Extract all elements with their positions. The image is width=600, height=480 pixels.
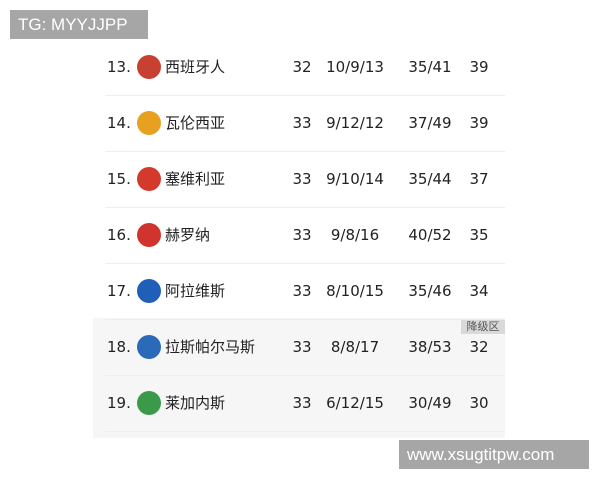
team-name: 赫罗纳: [165, 226, 211, 244]
rank: 15.: [107, 170, 131, 188]
win-draw-loss: 9/12/12: [326, 114, 384, 132]
watermark-top: TG: MYYJJPP: [10, 10, 148, 39]
win-draw-loss: 9/10/14: [326, 170, 384, 188]
win-draw-loss: 9/8/16: [330, 226, 380, 244]
team-name: 阿拉维斯: [165, 282, 226, 300]
team-logo-icon: [137, 391, 161, 415]
win-draw-loss: 6/12/15: [326, 394, 384, 412]
played: 33: [292, 226, 312, 244]
goals: 38/53: [408, 338, 452, 356]
rank: 17.: [107, 282, 131, 300]
table-row[interactable]: 13. 西班牙人 32 10/9/13 35/41 39: [105, 39, 505, 96]
goals: 40/52: [408, 226, 452, 244]
team-logo-icon: [137, 223, 161, 247]
team-name: 莱加内斯: [165, 394, 226, 412]
team-logo-icon: [137, 279, 161, 303]
played: 32: [292, 58, 312, 76]
table-row[interactable]: 17. 阿拉维斯 33 8/10/15 35/46 34: [105, 263, 505, 320]
team-logo-icon: [137, 55, 161, 79]
goals: 35/46: [408, 282, 452, 300]
rank: 19.: [107, 394, 131, 412]
rank: 14.: [107, 114, 131, 132]
relegation-badge: 降级区: [461, 319, 505, 334]
goals: 35/44: [408, 170, 452, 188]
team-logo-icon: [137, 111, 161, 135]
table-row[interactable]: 19. 莱加内斯 33 6/12/15 30/49 30: [105, 375, 505, 432]
points: 39: [469, 114, 489, 132]
points: 37: [469, 170, 489, 188]
win-draw-loss: 8/10/15: [326, 282, 384, 300]
team-name: 拉斯帕尔马斯: [165, 338, 256, 356]
win-draw-loss: 8/8/17: [330, 338, 380, 356]
played: 33: [292, 282, 312, 300]
table-row[interactable]: 18. 拉斯帕尔马斯 33 8/8/17 38/53 32: [105, 319, 505, 376]
table-row[interactable]: 15. 塞维利亚 33 9/10/14 35/44 37: [105, 151, 505, 208]
points: 39: [469, 58, 489, 76]
table-row[interactable]: 14. 瓦伦西亚 33 9/12/12 37/49 39: [105, 95, 505, 152]
rank: 18.: [107, 338, 131, 356]
watermark-bottom: www.xsugtitpw.com: [399, 440, 589, 469]
team-name: 西班牙人: [165, 58, 226, 76]
goals: 37/49: [408, 114, 452, 132]
goals: 35/41: [408, 58, 452, 76]
team-logo-icon: [137, 167, 161, 191]
points: 30: [469, 394, 489, 412]
played: 33: [292, 114, 312, 132]
team-name: 塞维利亚: [165, 170, 226, 188]
points: 34: [469, 282, 489, 300]
table-row[interactable]: 16. 赫罗纳 33 9/8/16 40/52 35: [105, 207, 505, 264]
team-name: 瓦伦西亚: [165, 114, 226, 132]
played: 33: [292, 338, 312, 356]
goals: 30/49: [408, 394, 452, 412]
rank: 16.: [107, 226, 131, 244]
points: 32: [469, 338, 489, 356]
rank: 13.: [107, 58, 131, 76]
win-draw-loss: 10/9/13: [326, 58, 384, 76]
points: 35: [469, 226, 489, 244]
played: 33: [292, 170, 312, 188]
played: 33: [292, 394, 312, 412]
relegation-zone: [93, 318, 505, 438]
team-logo-icon: [137, 335, 161, 359]
